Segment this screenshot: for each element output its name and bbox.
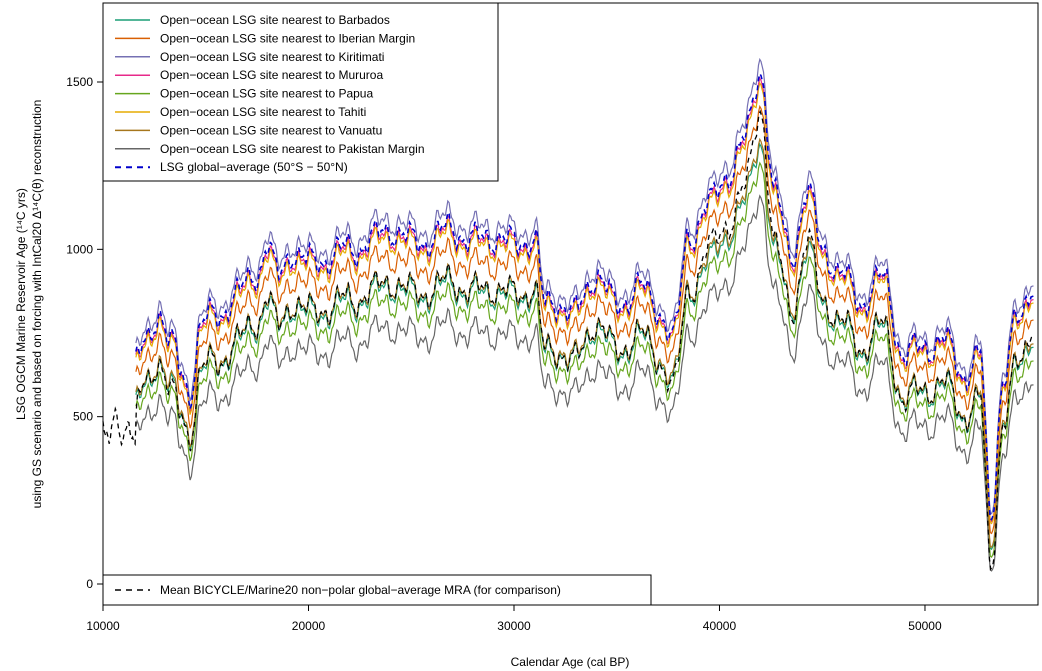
legend-top-box bbox=[102, 2, 499, 182]
legend-label-6: Open−ocean LSG site nearest to Tahiti bbox=[160, 105, 366, 119]
x-tick-label-4: 40000 bbox=[703, 619, 737, 633]
series-line-3 bbox=[135, 57, 1034, 515]
series-line-8 bbox=[135, 194, 1034, 572]
legend-label-1: Open−ocean LSG site nearest to Barbados bbox=[160, 13, 390, 27]
y-axis-label-line1: LSG OGCM Marine Reservoir Age (¹⁴C yrs) bbox=[14, 188, 28, 420]
y-tick-label-1: 0 bbox=[86, 577, 93, 591]
x-tick-label-2: 20000 bbox=[292, 619, 326, 633]
series-line-5 bbox=[135, 161, 1034, 558]
legend-label-3: Open−ocean LSG site nearest to Kiritimat… bbox=[160, 50, 384, 64]
legend-bottom-box bbox=[102, 574, 652, 606]
series-line-2 bbox=[135, 104, 1034, 535]
x-tick-label-5: 50000 bbox=[908, 619, 942, 633]
legend-label-4: Open−ocean LSG site nearest to Mururoa bbox=[160, 68, 383, 82]
x-tick-label-3: 30000 bbox=[497, 619, 531, 633]
y-tick-label-2: 500 bbox=[73, 410, 93, 424]
legend-label-5: Open−ocean LSG site nearest to Papua bbox=[160, 87, 373, 101]
legend-label-8: Open−ocean LSG site nearest to Pakistan … bbox=[160, 142, 425, 156]
plot-lines bbox=[102, 57, 1035, 572]
legend-top: Open−ocean LSG site nearest to Barbados O… bbox=[102, 2, 499, 182]
y-axis: 0 500 1000 1500 bbox=[66, 75, 103, 591]
series-line-6 bbox=[135, 81, 1034, 525]
legend-label-7: Open−ocean LSG site nearest to Vanuatu bbox=[160, 123, 382, 137]
legend-label-comparison: Mean BICYCLE/Marine20 non−polar global−a… bbox=[160, 583, 561, 597]
legend-label-2: Open−ocean LSG site nearest to Iberian M… bbox=[160, 31, 415, 45]
comparison-line bbox=[102, 109, 1035, 571]
legend-label-9: LSG global−average (50°S − 50°N) bbox=[160, 160, 348, 174]
legend-bottom: Mean BICYCLE/Marine20 non−polar global−a… bbox=[102, 574, 652, 606]
series-line-9 bbox=[135, 71, 1034, 521]
x-axis: 10000 20000 30000 40000 50000 bbox=[86, 605, 942, 633]
x-tick-label-1: 10000 bbox=[86, 619, 120, 633]
y-axis-label-line2: using GS scenario and based on forcing w… bbox=[30, 100, 44, 509]
y-tick-label-3: 1000 bbox=[66, 242, 93, 256]
series-line-1 bbox=[135, 142, 1034, 551]
x-axis-label: Calendar Age (cal BP) bbox=[511, 655, 630, 669]
y-tick-label-4: 1500 bbox=[66, 75, 93, 89]
